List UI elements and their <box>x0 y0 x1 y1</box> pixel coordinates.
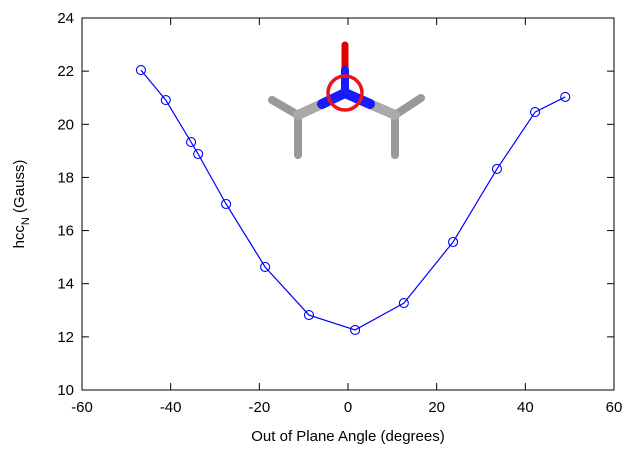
y-axis-label-part: hcc <box>11 225 28 249</box>
y-tick-label: 10 <box>57 382 74 399</box>
y-axis-label-subscript: N <box>20 217 32 225</box>
x-tick-label: 20 <box>428 399 445 416</box>
x-tick-label: -60 <box>71 399 93 416</box>
y-tick-label: 24 <box>57 10 74 27</box>
y-tick-label: 20 <box>57 116 74 133</box>
y-tick-label: 16 <box>57 223 74 240</box>
molecule-illustration <box>272 45 421 155</box>
y-tick-label: 12 <box>57 329 74 346</box>
x-tick-label: 0 <box>344 399 352 416</box>
x-axis-label: Out of Plane Angle (degrees) <box>251 428 444 445</box>
x-tick-label: -20 <box>248 399 270 416</box>
y-axis-label-part: (Gauss) <box>11 160 28 218</box>
x-tick-label: -40 <box>160 399 182 416</box>
x-tick-label: 40 <box>517 399 534 416</box>
y-tick-label: 18 <box>57 169 74 186</box>
chart: Out of Plane Angle (degrees) hccN (Gauss… <box>0 0 629 445</box>
y-tick-label: 22 <box>57 63 74 80</box>
x-tick-label: 60 <box>606 399 623 416</box>
y-axis-label: hccN (Gauss) <box>11 160 32 249</box>
y-tick-label: 14 <box>57 276 74 293</box>
